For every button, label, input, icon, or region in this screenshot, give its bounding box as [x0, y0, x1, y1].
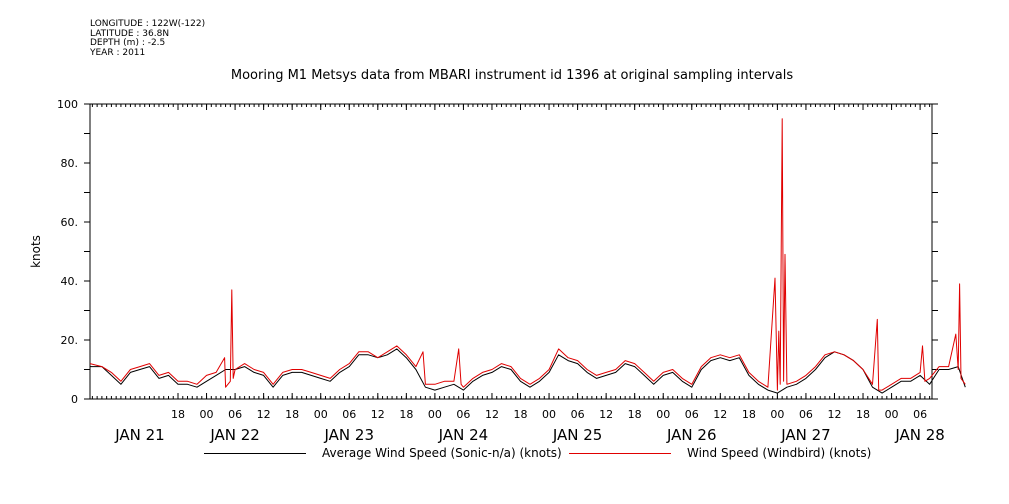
legend-label-windbird: Wind Speed (Windbird) (knots)	[687, 446, 872, 460]
x-day-label: JAN 24	[438, 426, 489, 444]
x-hour-tick-label: 00	[656, 408, 670, 421]
x-day-label: JAN 22	[209, 426, 260, 444]
plot-frame	[89, 103, 933, 400]
x-hour-tick-label: 12	[257, 408, 271, 421]
x-hour-tick-label: 12	[371, 408, 385, 421]
x-hour-tick-label: 06	[685, 408, 699, 421]
y-tick-label: 60.	[61, 216, 79, 229]
y-tick-label: 40.	[61, 275, 79, 288]
x-day-label: JAN 28	[894, 426, 945, 444]
x-hour-tick-label: 00	[200, 408, 214, 421]
x-hour-tick-label: 18	[171, 408, 185, 421]
series-line-windbird-wind-speed	[89, 118, 966, 391]
x-hour-tick-label: 18	[628, 408, 642, 421]
y-tick-label: 0	[71, 393, 78, 406]
x-hour-tick-label: 18	[285, 408, 299, 421]
x-hour-tick-label: 00	[770, 408, 784, 421]
legend-swatch-red	[569, 453, 671, 454]
legend-entry-windbird: Wind Speed (Windbird) (knots)	[569, 446, 871, 460]
y-tick-label: 100	[57, 98, 78, 111]
x-hour-tick-label: 00	[314, 408, 328, 421]
legend-swatch-black	[204, 453, 306, 454]
depth-label: DEPTH (m) : -2.5	[90, 38, 166, 48]
latitude-label: LATITUDE : 36.8N	[90, 28, 170, 39]
y-tick-label: 80.	[61, 157, 79, 170]
metadata-block: LONGITUDE : 122W(-122) LATITUDE : 36.8N …	[90, 19, 206, 58]
x-day-label: JAN 23	[324, 426, 375, 444]
legend-entry-average: Average Wind Speed (Sonic-n/a) (knots)	[204, 446, 562, 460]
x-hour-tick-label: 12	[713, 408, 727, 421]
x-hour-tick-label: 00	[428, 408, 442, 421]
x-hour-tick-label: 18	[514, 408, 528, 421]
x-hour-tick-label: 06	[799, 408, 813, 421]
y-axis-label: knots	[29, 235, 43, 268]
series-line-average-wind-speed	[90, 348, 966, 394]
x-hour-tick-label: 00	[542, 408, 556, 421]
year-label: YEAR : 2011	[90, 47, 146, 58]
x-day-label: JAN 21	[114, 426, 165, 444]
legend-label-average: Average Wind Speed (Sonic-n/a) (knots)	[322, 446, 562, 460]
x-hour-tick-label: 18	[742, 408, 756, 421]
x-day-label: JAN 26	[666, 426, 717, 444]
x-hour-tick-label: 06	[913, 408, 927, 421]
x-hour-tick-label: 06	[456, 408, 470, 421]
x-day-label: JAN 25	[552, 426, 603, 444]
y-tick-label: 20.	[61, 334, 79, 347]
x-hour-tick-label: 06	[571, 408, 585, 421]
x-day-label: JAN 27	[780, 426, 831, 444]
x-hour-tick-label: 00	[885, 408, 899, 421]
chart-title: Mooring M1 Metsys data from MBARI instru…	[230, 68, 794, 83]
x-hour-tick-label: 12	[485, 408, 499, 421]
x-hour-tick-label: 18	[399, 408, 413, 421]
x-hour-tick-label: 18	[856, 408, 870, 421]
x-hour-tick-label: 12	[827, 408, 841, 421]
x-hour-tick-label: 12	[599, 408, 613, 421]
x-hour-tick-label: 06	[342, 408, 356, 421]
x-hour-tick-label: 06	[228, 408, 242, 421]
longitude-label: LONGITUDE : 122W(-122)	[90, 19, 206, 29]
